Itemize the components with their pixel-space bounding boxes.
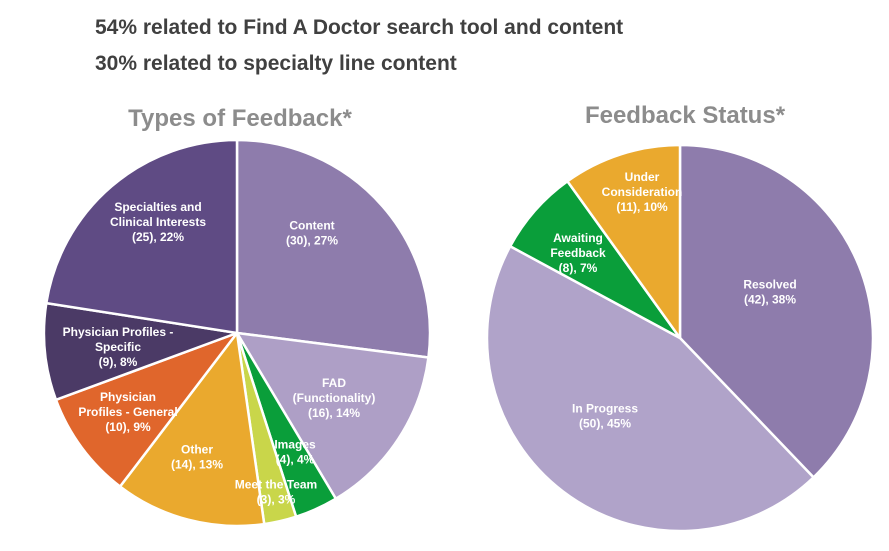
slice-resolved — [678, 143, 875, 479]
slice-label-line: (14), 13% — [171, 458, 223, 472]
slice-label-line: Profiles - General — [78, 405, 177, 419]
slice-label-line: Physician Profiles - — [63, 325, 174, 339]
slice-label-line: (50), 45% — [579, 417, 631, 431]
slice-label-line: (30), 27% — [286, 234, 338, 248]
slice-label-line: Meet the Team — [235, 478, 317, 492]
slice-label-line: Clinical Interests — [110, 215, 206, 229]
slice-label-line: (25), 22% — [132, 230, 184, 244]
headline-specialty-line: 30% related to specialty line content — [95, 52, 457, 75]
slice-label-under-consideration: Under Consideration (11), 10% — [602, 170, 683, 214]
slice-label-line: Awaiting — [553, 231, 603, 245]
slice-label-line: FAD — [322, 376, 346, 390]
slice-label-awaiting-feedback: Awaiting Feedback (8), 7% — [550, 231, 606, 275]
slice-label-line: Specialties and — [114, 200, 201, 214]
slice-label-line: Resolved — [743, 278, 796, 292]
slice-label-content: Content (30), 27% — [286, 219, 338, 248]
slice-label-line: (8), 7% — [559, 261, 598, 275]
headline-find-a-doctor: 54% related to Find A Doctor search tool… — [95, 16, 624, 39]
slice-label-line: (16), 14% — [308, 406, 360, 420]
slice-under-consideration — [566, 143, 682, 340]
slice-label-physician-profiles-specific: Physician Profiles -Specific (9), 8% — [63, 325, 174, 369]
slice-label-specialties-and-clinical-interests: Specialties and Clinical Interests (25), 2… — [110, 200, 206, 244]
slice-in-progress — [485, 245, 815, 533]
feedback-status-title: Feedback Status* — [584, 102, 786, 129]
slice-label-physician-profiles-general: Physician Profiles - General (10), 9% — [78, 390, 177, 434]
slice-label-other: Other (14), 13% — [171, 443, 223, 472]
slice-label-line: Consideration — [602, 185, 683, 199]
slice-physician-profiles-general — [54, 331, 239, 488]
slice-fad-functionality — [235, 331, 430, 501]
slice-specialties-and-clinical-interests — [45, 138, 239, 335]
slice-physician-profiles-specific — [42, 301, 239, 402]
slice-content — [235, 138, 432, 359]
slice-label-resolved: Resolved (42), 38% — [743, 278, 796, 307]
slice-label-line: Physician — [100, 390, 156, 404]
slice-label-line: (4), 4% — [276, 453, 315, 467]
slice-label-line: (11), 10% — [616, 200, 668, 214]
slice-label-line: Feedback — [550, 246, 606, 260]
slice-label-line: (3), 3% — [257, 493, 296, 507]
slice-label-meet-the-team: Meet the Team (3), 3% — [235, 478, 317, 507]
slice-label-line: (42), 38% — [744, 293, 796, 307]
slice-label-line: (Functionality) — [293, 391, 376, 405]
slice-label-line: (10), 9% — [105, 420, 151, 434]
slice-label-line: (9), 8% — [99, 355, 138, 369]
slice-label-line: Content — [289, 219, 334, 233]
slice-other — [118, 331, 266, 528]
slice-label-line: Specific — [95, 340, 141, 354]
slice-label-in-progress: In Progress (50), 45% — [572, 402, 638, 431]
slice-label-fad-functionality: FAD (Functionality) (16), 14% — [293, 376, 376, 420]
slice-label-line: Under — [625, 170, 660, 184]
types-of-feedback-title: Types of Feedback* — [128, 105, 352, 132]
slice-label-line: In Progress — [572, 402, 638, 416]
slice-label-line: Other — [181, 443, 213, 457]
slice-label-line: Images — [274, 438, 316, 452]
slice-label-images: Images (4), 4% — [274, 438, 316, 467]
